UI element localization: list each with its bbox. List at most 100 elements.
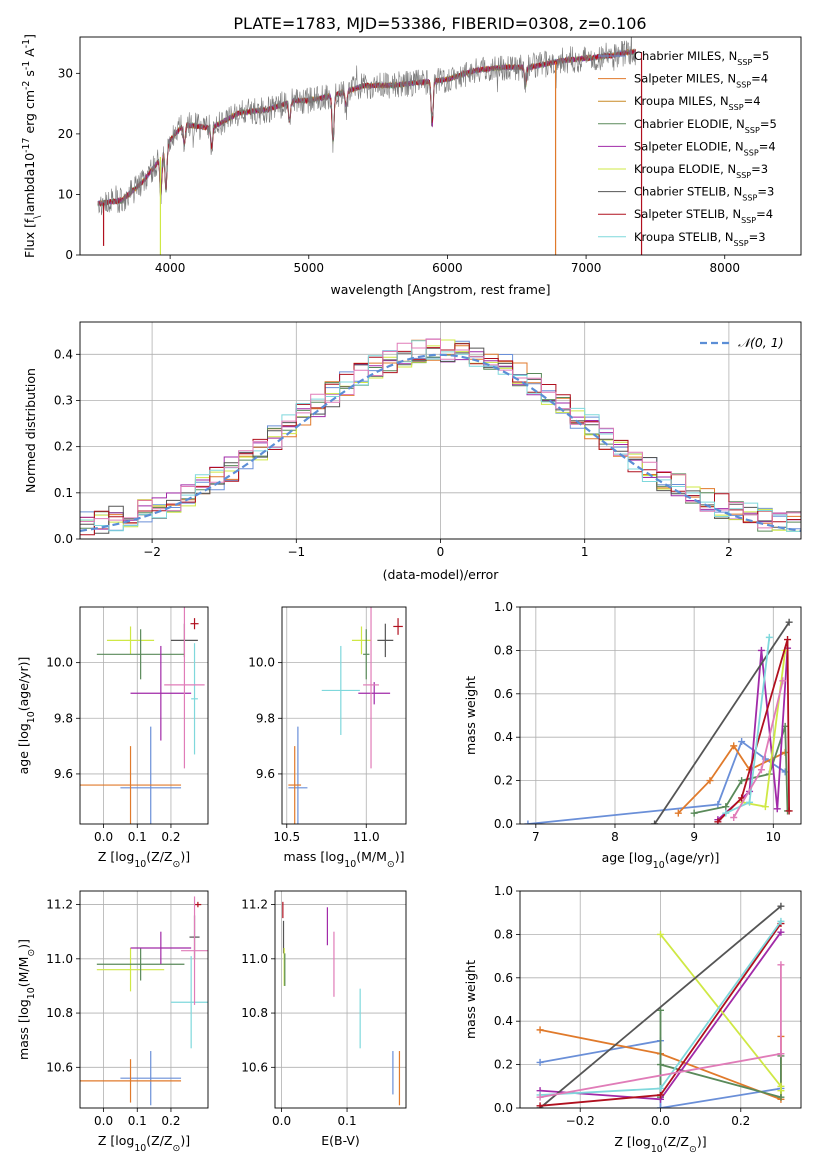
y-tick-label: 20: [58, 127, 73, 141]
legend-label: Chabrier STELIB, NSSP=3: [634, 185, 774, 203]
data-point: [106, 626, 155, 655]
y-tick-label: 0.0: [494, 1101, 513, 1115]
x-axis-label: mass [log10(M/M⊙)]: [284, 849, 405, 870]
y-tick-label: 10.8: [46, 1006, 73, 1020]
plot-area: [288, 607, 403, 824]
label-part: =5: [752, 49, 769, 63]
x-tick-label: 11.0: [353, 830, 380, 844]
label-part: SSP: [736, 80, 751, 89]
mass-weight-marker: [524, 820, 532, 824]
label-part: =3: [757, 185, 774, 199]
data-point: [130, 931, 192, 965]
label-part: )]: [395, 849, 405, 864]
mass-weight-marker: [785, 807, 793, 815]
y-tick-label: 0.2: [54, 440, 73, 454]
label-part: )]: [16, 657, 31, 667]
mass-weight-marker: [657, 930, 664, 938]
mass-weight-marker: [714, 818, 722, 824]
data-point: [377, 623, 394, 658]
label-part: -1: [21, 61, 32, 70]
mass-weight-marker: [730, 742, 738, 750]
label-part: (: [663, 1134, 668, 1149]
mass-weight-line: [717, 639, 790, 823]
y-tick-label: 0.4: [494, 730, 513, 744]
y-tick-label: 10.6: [241, 1060, 268, 1074]
y-tick-label: 9.8: [54, 711, 73, 725]
label-part: 10: [651, 1144, 663, 1155]
axes-frame: [281, 606, 407, 825]
axes-frame: [519, 890, 802, 1109]
mass-weight-marker: [722, 809, 730, 817]
y-tick-label: 0.4: [494, 1014, 513, 1028]
label-part: ⊙: [387, 859, 395, 870]
y-tick-label: 1.0: [494, 884, 513, 898]
label-part: mass weight: [463, 676, 478, 755]
label-part: mass [log: [284, 849, 345, 864]
mass-weight-marker: [536, 1058, 544, 1066]
mass-weight-marker: [746, 798, 754, 806]
axes-age_vs_mass: 10.5 11.0 9.6 9.8 10.0 mass [log10(M/M⊙)]: [248, 606, 407, 870]
label-part: Chabrier ELODIE, N: [634, 117, 745, 131]
mass-weight-marker: [674, 809, 682, 817]
y-axis-label: mass weight: [463, 960, 478, 1039]
axes-frame: [274, 890, 407, 1109]
axes-frame: [79, 321, 802, 540]
plot-area: [524, 618, 793, 824]
y-tick-label: 9.6: [54, 767, 73, 781]
y-axis-label: Normed distribution: [23, 368, 38, 493]
label-part: Salpeter ELODIE, N: [634, 139, 744, 153]
axes-age_vs_Z: 0.0 0.1 0.29.69.810.0Z [log10(Z/Z⊙)]age [l…: [16, 606, 209, 870]
label-part: Z/Z: [151, 1133, 172, 1148]
label-part: 10: [134, 1143, 146, 1154]
label-part: =4: [759, 139, 776, 153]
mass-weight-marker: [765, 633, 773, 641]
mass-weight-line: [659, 1010, 782, 1099]
label-part: =4: [751, 72, 768, 86]
label-part: 10: [22, 153, 37, 169]
mass-weight-marker: [777, 961, 785, 969]
axes-frame: [79, 890, 209, 1109]
label-part: Salpeter MILES, N: [634, 72, 736, 86]
mass-weight-marker: [781, 768, 789, 776]
grid: [275, 891, 406, 1108]
x-tick-label: 1: [581, 545, 589, 559]
x-axis-label: age [log10(age/yr)]: [602, 850, 720, 871]
label-part: ⊙: [173, 859, 181, 870]
y-tick-label: 1.0: [494, 600, 513, 614]
mass-weight-marker: [714, 800, 722, 808]
x-tick-label: 6000: [432, 261, 463, 275]
label-part: s: [22, 70, 37, 81]
label-part: =3: [749, 230, 766, 244]
y-tick-label: 0.0: [54, 532, 73, 546]
normal-curve: [80, 353, 801, 532]
x-axis-label: Z [log10(Z/Z⊙)]: [98, 849, 190, 870]
plot-area: [80, 896, 208, 1106]
label-part: )]: [180, 849, 190, 864]
label-part: SSP: [729, 103, 744, 112]
mass-weight-marker: [657, 1061, 664, 1069]
data-point: [363, 629, 370, 680]
mass-weight-marker: [690, 809, 698, 817]
y-tick-label: 0.0: [494, 817, 513, 831]
label-part: Z [log: [98, 1133, 134, 1148]
data-point: [363, 607, 379, 769]
y-axis-label: Flux [f\lambda10-17 erg cm-2 s-1 A-1]: [21, 34, 43, 258]
y-tick-label: 11.2: [241, 898, 268, 912]
legend-label: Salpeter MILES, NSSP=4: [634, 72, 768, 90]
label-part: =3: [751, 162, 768, 176]
mass-weight-marker: [773, 805, 781, 813]
mass-weight-marker: [706, 777, 714, 785]
data-point: [181, 896, 208, 1005]
x-tick-label: 0.1: [128, 1114, 147, 1128]
mass-weight-marker: [757, 766, 765, 774]
label-part: (data-model)/error: [383, 567, 500, 582]
data-point: [120, 1051, 182, 1106]
x-axis-label: (data-model)/error: [383, 567, 500, 582]
label-part: (: [146, 1133, 151, 1148]
x-axis-label: Z [log10(Z/Z⊙)]: [614, 1134, 706, 1155]
label-part: Normed distribution: [23, 368, 38, 493]
x-tick-label: −0.2: [566, 1114, 595, 1128]
data-point: [96, 629, 185, 680]
mass-weight-marker: [657, 1084, 664, 1092]
data-point: [96, 947, 165, 992]
